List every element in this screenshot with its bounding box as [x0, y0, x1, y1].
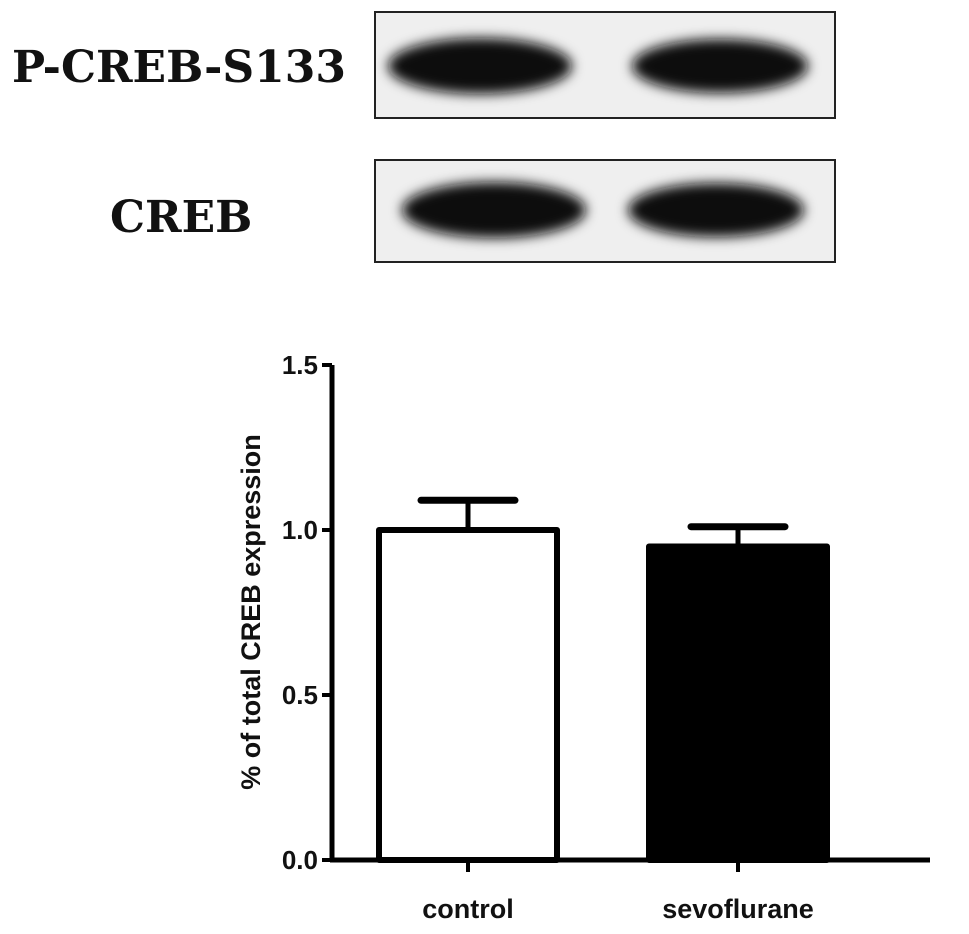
y-tick-label: 1.5 [282, 350, 318, 380]
blot-label-creb: CREB [110, 192, 252, 243]
blot-band [388, 38, 572, 94]
y-tick-label: 0.0 [282, 845, 318, 875]
y-tick-label: 0.5 [282, 680, 318, 710]
blot-band [402, 182, 586, 238]
bar-chart: % of total CREB expression 0.0 0.5 1.0 1.5 c… [236, 350, 930, 924]
y-tick-label: 1.0 [282, 515, 318, 545]
western-blot: P-CREB-S133 CREB [12, 11, 836, 263]
y-axis-label: % of total CREB expression [236, 434, 266, 790]
x-tick-label: control [422, 894, 514, 924]
x-tick-label: sevoflurane [662, 894, 814, 924]
blot-band [632, 39, 808, 93]
bar-control [376, 527, 560, 863]
blot-band [628, 183, 804, 237]
blot-label-pcreb: P-CREB-S133 [12, 42, 346, 93]
bar-sevoflurane [646, 543, 830, 863]
